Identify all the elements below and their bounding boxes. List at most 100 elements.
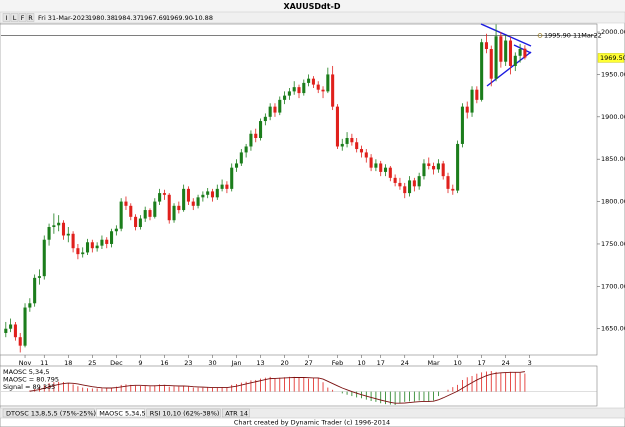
candle-body	[186, 188, 190, 202]
candle-body	[23, 307, 27, 346]
chart-title: XAUUSDdt-D	[283, 2, 340, 11]
candle-body	[340, 143, 344, 147]
candle-body	[494, 36, 498, 79]
candle-body	[292, 87, 296, 92]
y-tick-label: 1650.00	[601, 325, 625, 333]
candle-body	[422, 163, 426, 177]
toolbar-button-label[interactable]: F	[21, 14, 25, 22]
y-tick-label: 1900.00	[601, 113, 625, 121]
toolbar-button[interactable]	[26, 13, 35, 22]
candle-body	[388, 167, 392, 178]
candle-body	[37, 276, 41, 278]
candle-body	[249, 133, 253, 147]
candle-body	[129, 205, 133, 217]
candle-body	[456, 143, 460, 191]
toolbar-button-label[interactable]: R	[28, 14, 33, 22]
indicator-title: MAOSC 5,34,5	[3, 368, 49, 376]
quote-high: 1984.37	[114, 14, 141, 22]
tab-label[interactable]: RSI 10,10 (62%-38%)	[150, 409, 220, 417]
x-tick-label: 13	[256, 359, 264, 367]
tab[interactable]	[222, 408, 250, 418]
candle-body	[234, 163, 239, 168]
tab[interactable]	[146, 408, 221, 418]
toolbar-button-label[interactable]: L	[13, 14, 17, 22]
price-panel	[0, 23, 598, 356]
candle-body	[134, 216, 138, 228]
toolbar-button-label[interactable]: I	[6, 14, 8, 22]
tab-label[interactable]: MAOSC 5,34,5	[99, 409, 145, 417]
candle-body	[489, 49, 493, 79]
candle-body	[13, 324, 17, 338]
candle-body	[302, 82, 306, 94]
candle-body	[61, 222, 66, 236]
candle-body	[162, 193, 166, 195]
candle-body	[451, 188, 455, 191]
x-tick-label: 30	[208, 359, 216, 367]
candle-body	[148, 210, 152, 217]
candle-body	[33, 277, 37, 304]
candle-body	[52, 225, 56, 228]
quote-open: 1980.38	[88, 14, 115, 22]
tab-bar	[0, 407, 625, 419]
candle-body	[177, 205, 181, 211]
trend-line	[480, 23, 532, 47]
candle-body	[427, 163, 431, 166]
candle-body	[210, 191, 215, 198]
y-tick-label: 1750.00	[601, 240, 625, 248]
x-tick-label: 10	[357, 359, 365, 367]
title-bar	[0, 0, 625, 12]
candle-body	[316, 84, 320, 90]
toolbar-button[interactable]	[2, 13, 11, 22]
candle-body	[273, 106, 277, 113]
candle-body	[100, 239, 104, 246]
candle-body	[484, 42, 488, 50]
indicator-signal: Signal = 89.335	[3, 383, 55, 391]
candle-body	[499, 36, 503, 62]
candle-body	[475, 89, 479, 100]
indicator-panel	[0, 365, 598, 407]
toolbar-button[interactable]	[10, 13, 19, 22]
candle-body	[90, 242, 94, 249]
x-tick-label: 17	[377, 359, 385, 367]
candle-body	[513, 55, 517, 66]
candle-body	[225, 184, 229, 189]
candle-body	[441, 163, 445, 177]
quote-change: -10.88	[192, 14, 213, 22]
signal-line	[29, 371, 525, 404]
reference-marker	[537, 33, 543, 38]
candle-body	[465, 106, 469, 113]
tab-label[interactable]: ATR 14	[225, 409, 248, 417]
x-tick-label: Mar	[427, 359, 440, 367]
y-tick-label: 2000.00	[601, 28, 625, 36]
candle-body	[335, 106, 339, 147]
candle-body	[331, 74, 335, 107]
quote-low: 1967.69	[140, 14, 167, 22]
footer: Chart created by Dynamic Trader (c) 1996…	[234, 419, 390, 427]
tab-label[interactable]: DTOSC 13,8,5,5 (75%-25%)	[6, 409, 96, 417]
candle-body	[124, 201, 128, 206]
x-tick-label: 23	[184, 359, 192, 367]
candle-body	[4, 328, 8, 333]
tab[interactable]	[95, 408, 145, 418]
toolbar-button[interactable]	[18, 13, 27, 22]
candle-body	[57, 222, 61, 226]
x-tick-label: 18	[64, 359, 72, 367]
x-tick-label: 24	[502, 359, 510, 367]
toolbar	[0, 11, 625, 24]
indicator-value: MAOSC = 80.795	[3, 376, 59, 384]
candle-body	[379, 163, 383, 172]
tab[interactable]	[2, 408, 95, 418]
candle-body	[143, 210, 147, 219]
candle-body	[71, 233, 75, 249]
candle-body	[417, 176, 421, 187]
candle-body	[311, 78, 315, 85]
last-price-label: 1969.50	[600, 54, 625, 62]
candle-body	[138, 218, 142, 228]
x-tick-label: 16	[160, 359, 168, 367]
candle-body	[230, 167, 234, 189]
x-tick-label: Feb	[332, 359, 344, 367]
candle-body	[215, 188, 219, 198]
candle-body	[297, 87, 301, 94]
candle-body	[504, 40, 508, 62]
